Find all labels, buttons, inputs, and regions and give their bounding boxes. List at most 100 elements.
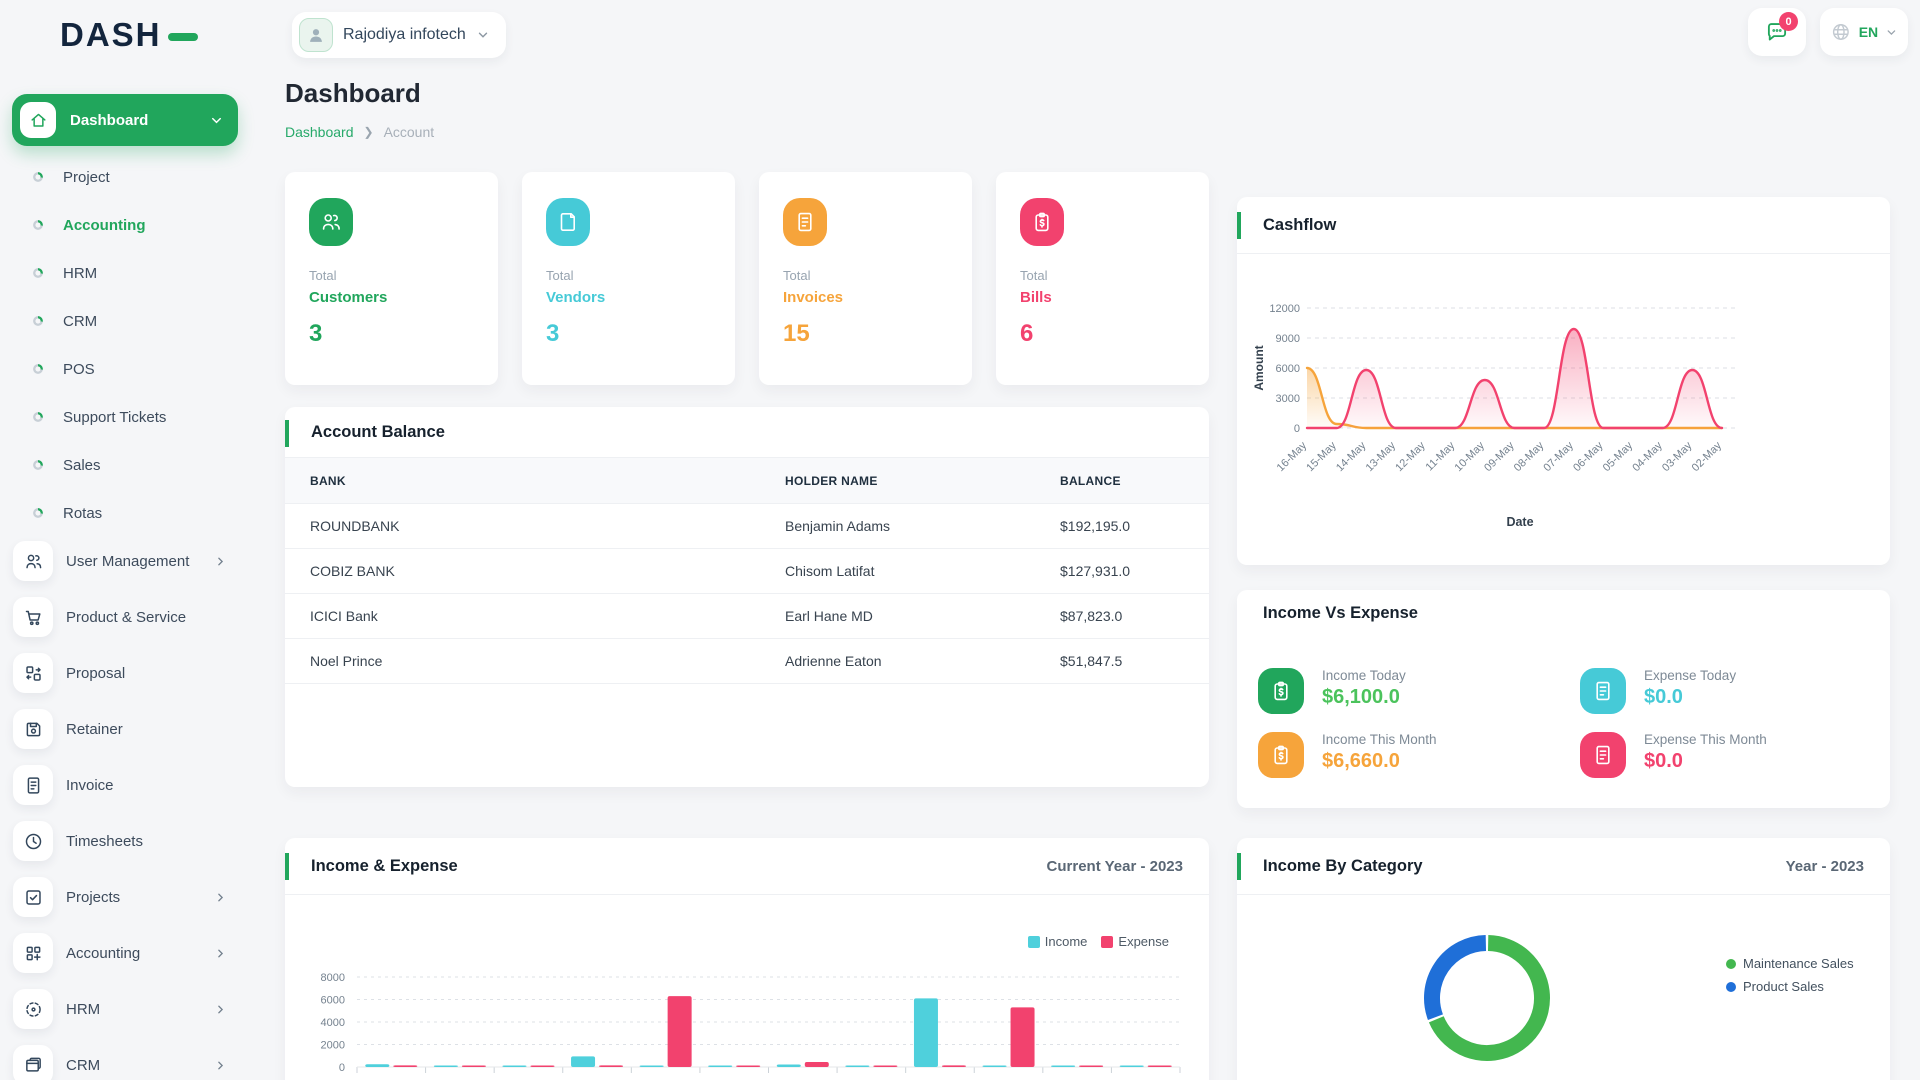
sidebar-subitem-support-tickets[interactable]: Support Tickets	[0, 400, 255, 434]
bullet-icon	[33, 508, 43, 518]
sidebar-item-invoice[interactable]: Invoice	[0, 762, 255, 808]
column-header: BANK	[285, 457, 760, 504]
logo-dash-accent	[167, 33, 198, 41]
stat-card-customers: Total Customers 3	[285, 172, 498, 385]
stat-label: Invoices	[783, 289, 844, 306]
dashed-circle-icon	[25, 1001, 41, 1017]
sidebar-item-accounting[interactable]: Accounting	[0, 930, 255, 976]
svg-text:08-May: 08-May	[1512, 439, 1547, 474]
chevron-right-icon	[218, 893, 224, 901]
bar-chart-legend: Income Expense	[1027, 934, 1169, 949]
chevron-right-icon	[218, 949, 224, 957]
messages-button[interactable]: 0	[1748, 8, 1806, 56]
clipboard-dollar-icon	[1274, 745, 1288, 765]
sidebar-subitem-project[interactable]: Project	[0, 160, 255, 194]
sidebar-item-projects[interactable]: Projects	[0, 874, 255, 920]
tile-value: $6,660.0	[1322, 750, 1400, 772]
invoice-icon	[798, 212, 812, 232]
tile-value: $0.0	[1644, 686, 1683, 708]
card-accent-bar	[1237, 853, 1241, 880]
legend-item: Product Sales	[1726, 979, 1854, 994]
svg-text:4000: 4000	[321, 1017, 345, 1029]
sidebar-item-user-management[interactable]: User Management	[0, 538, 255, 584]
proposal-icon	[25, 665, 41, 681]
income-expense-card: Income & Expense Current Year - 2023 Inc…	[285, 838, 1209, 1080]
bullet-icon	[33, 268, 43, 278]
language-label: EN	[1858, 24, 1879, 40]
sidebar-item-product-service[interactable]: Product & Service	[0, 594, 255, 640]
app-logo: DASH	[60, 16, 198, 54]
legend-item: Income	[1027, 934, 1087, 949]
svg-text:Amount: Amount	[1252, 345, 1266, 390]
sidebar-item-dashboard[interactable]: Dashboard	[12, 94, 238, 146]
grid-plus-icon	[26, 946, 41, 961]
card-accent-bar	[285, 420, 289, 447]
legend-item: Expense	[1101, 934, 1169, 949]
bullet-icon	[33, 172, 43, 182]
svg-text:15-May: 15-May	[1304, 439, 1339, 474]
sidebar-subitem-sales[interactable]: Sales	[0, 448, 255, 482]
svg-text:09-May: 09-May	[1482, 439, 1517, 474]
bullet-icon	[33, 220, 43, 230]
chevron-down-icon	[478, 32, 487, 38]
svg-text:10-May: 10-May	[1453, 439, 1488, 474]
sidebar-item-proposal[interactable]: Proposal	[0, 650, 255, 696]
stat-prefix: Total	[783, 268, 811, 283]
sidebar-item-hrm[interactable]: HRM	[0, 986, 255, 1032]
invoice-icon	[27, 776, 39, 794]
svg-text:9000: 9000	[1276, 333, 1300, 345]
retainer-icon	[26, 722, 40, 736]
svg-text:6000: 6000	[321, 995, 345, 1007]
stat-value: 3	[309, 320, 323, 347]
sidebar-subitem-accounting[interactable]: Accounting	[0, 208, 255, 242]
sidebar-item-retainer[interactable]: Retainer	[0, 706, 255, 752]
sidebar-item-timesheets[interactable]: Timesheets	[0, 818, 255, 864]
invoice-icon	[1596, 745, 1610, 765]
globe-icon	[1832, 24, 1849, 40]
table-row: COBIZ BANK Chisom Latifat $127,931.0	[285, 548, 1209, 594]
card-accent-bar	[285, 853, 289, 880]
chevron-down-icon	[212, 117, 221, 123]
stat-label: Customers	[309, 289, 388, 306]
svg-text:14-May: 14-May	[1334, 439, 1369, 474]
company-selector[interactable]: Rajodiya infotech	[292, 12, 506, 58]
svg-text:Date: Date	[1506, 515, 1533, 529]
income-by-category-card: Income By Category Year - 2023 Maintenan…	[1237, 838, 1890, 1080]
sidebar-subitem-rotas[interactable]: Rotas	[0, 496, 255, 530]
breadcrumb-dashboard[interactable]: Dashboard	[285, 124, 354, 140]
table-row: ROUNDBANK Benjamin Adams $192,195.0	[285, 503, 1209, 549]
stat-card-vendors: Total Vendors 3	[522, 172, 735, 385]
sidebar-item-label: Dashboard	[70, 111, 149, 129]
bullet-icon	[33, 412, 43, 422]
stat-card-invoices: Total Invoices 15	[759, 172, 972, 385]
page-title: Dashboard	[285, 78, 421, 108]
svg-text:12-May: 12-May	[1393, 439, 1428, 474]
stat-value: 15	[783, 320, 810, 347]
card-title: Account Balance	[311, 422, 445, 441]
company-avatar	[299, 18, 333, 52]
svg-text:11-May: 11-May	[1423, 439, 1457, 473]
cashflow-chart: 12000 9000 6000 3000 0 16-May15-May14-May13-M…	[1252, 303, 1735, 529]
chevron-down-icon	[1887, 29, 1896, 35]
stat-value: 3	[546, 320, 560, 347]
breadcrumb-separator: ❯	[363, 125, 374, 139]
donut-legend: Maintenance Sales Product Sales	[1726, 956, 1854, 994]
breadcrumb-current: Account	[383, 124, 435, 140]
sidebar-subitem-pos[interactable]: POS	[0, 352, 255, 386]
card-subtitle: Current Year - 2023	[1046, 857, 1183, 875]
table-row: Noel Prince Adrienne Eaton $51,847.5	[285, 638, 1209, 684]
sidebar-subitem-crm[interactable]: CRM	[0, 304, 255, 338]
sidebar-item-crm[interactable]: CRM	[0, 1042, 255, 1080]
tile-label: Expense Today	[1644, 668, 1737, 683]
svg-text:8000: 8000	[321, 972, 345, 984]
account-balance-card: Account Balance BANK HOLDER NAME BALANCE R…	[285, 407, 1209, 787]
stat-label: Vendors	[546, 289, 606, 306]
card-title: Income Vs Expense	[1263, 603, 1418, 622]
summary-tile-expense-today: Expense Today $0.0	[1580, 668, 1736, 714]
card-title: Cashflow	[1263, 215, 1337, 234]
stat-card-bills: Total Bills 6	[996, 172, 1209, 385]
sidebar-subitem-hrm[interactable]: HRM	[0, 256, 255, 290]
language-selector[interactable]: EN	[1820, 8, 1908, 56]
cashflow-card: Cashflow 12000 9000 6000 3000 0 16-May 15-May 1…	[1237, 197, 1890, 565]
tile-label: Income This Month	[1322, 732, 1437, 747]
